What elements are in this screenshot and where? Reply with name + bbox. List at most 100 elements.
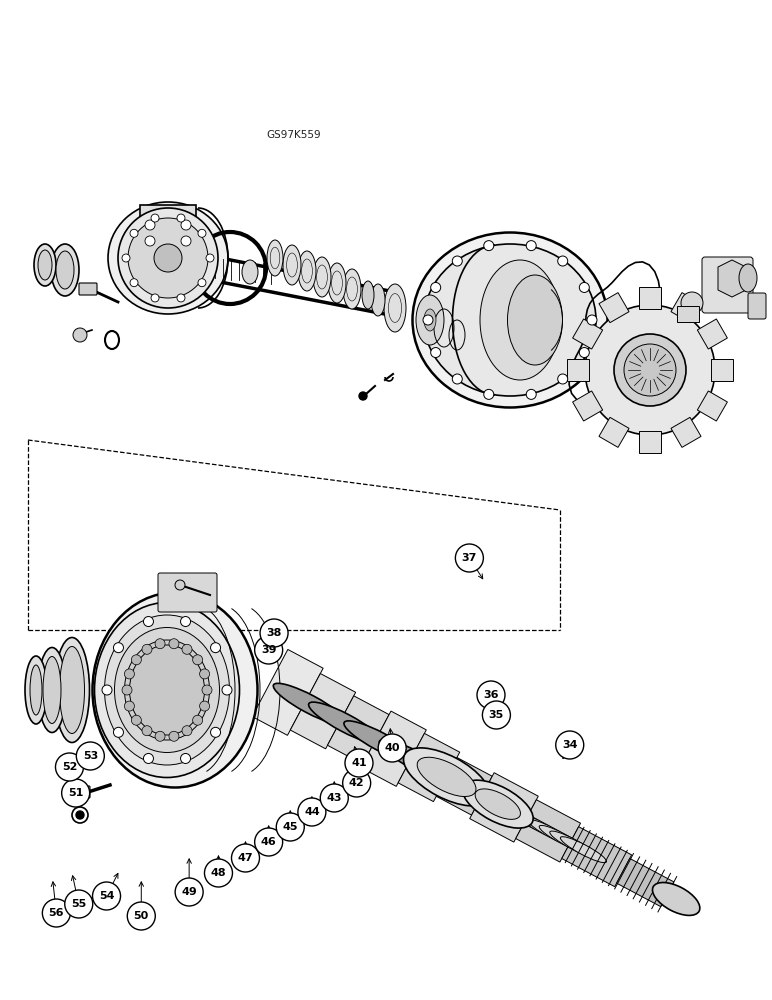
Text: 52: 52 — [62, 762, 77, 772]
Ellipse shape — [128, 218, 208, 298]
Text: 47: 47 — [238, 853, 253, 863]
Ellipse shape — [273, 683, 346, 725]
Ellipse shape — [309, 702, 381, 744]
Ellipse shape — [560, 837, 607, 863]
Circle shape — [527, 389, 537, 399]
Circle shape — [276, 813, 304, 841]
Ellipse shape — [25, 656, 47, 724]
Circle shape — [177, 214, 185, 222]
Circle shape — [452, 256, 462, 266]
Ellipse shape — [652, 883, 700, 915]
Text: GS97K559: GS97K559 — [266, 130, 320, 140]
Circle shape — [181, 236, 191, 246]
Circle shape — [320, 784, 348, 812]
Polygon shape — [140, 205, 196, 238]
Circle shape — [145, 220, 155, 230]
Text: 54: 54 — [99, 891, 114, 901]
Text: 43: 43 — [327, 793, 342, 803]
Ellipse shape — [55, 638, 90, 742]
Ellipse shape — [76, 811, 84, 819]
Circle shape — [182, 726, 192, 736]
Circle shape — [431, 348, 441, 358]
Circle shape — [452, 374, 462, 384]
Polygon shape — [697, 319, 727, 349]
Text: 37: 37 — [462, 553, 477, 563]
Ellipse shape — [507, 809, 554, 834]
Ellipse shape — [739, 264, 757, 292]
Text: 56: 56 — [49, 908, 64, 918]
Circle shape — [345, 749, 373, 777]
Ellipse shape — [344, 721, 417, 763]
Ellipse shape — [38, 648, 66, 732]
Ellipse shape — [462, 780, 533, 828]
Polygon shape — [639, 431, 661, 453]
FancyBboxPatch shape — [158, 573, 217, 612]
Ellipse shape — [242, 260, 258, 284]
Polygon shape — [718, 260, 746, 297]
Circle shape — [142, 726, 152, 736]
Circle shape — [206, 254, 214, 262]
Circle shape — [200, 701, 209, 711]
Circle shape — [232, 844, 259, 872]
Ellipse shape — [412, 232, 608, 408]
Circle shape — [260, 619, 288, 647]
Text: 39: 39 — [261, 645, 276, 655]
Polygon shape — [398, 733, 460, 802]
Polygon shape — [617, 858, 674, 907]
Circle shape — [130, 279, 138, 287]
Circle shape — [155, 731, 165, 741]
Ellipse shape — [43, 656, 61, 724]
Circle shape — [127, 902, 155, 930]
Circle shape — [76, 742, 104, 770]
Polygon shape — [361, 711, 426, 786]
Ellipse shape — [154, 244, 182, 272]
Circle shape — [378, 734, 406, 762]
Circle shape — [155, 639, 165, 649]
Circle shape — [177, 294, 185, 302]
Circle shape — [579, 348, 589, 358]
Circle shape — [169, 731, 179, 741]
Circle shape — [455, 544, 483, 572]
Ellipse shape — [507, 275, 563, 365]
Text: 35: 35 — [489, 710, 504, 720]
Circle shape — [202, 685, 212, 695]
Circle shape — [144, 617, 154, 627]
Ellipse shape — [424, 244, 596, 396]
Ellipse shape — [384, 284, 406, 332]
Polygon shape — [469, 773, 538, 842]
Text: 38: 38 — [266, 628, 282, 638]
Circle shape — [175, 580, 185, 590]
Circle shape — [484, 389, 494, 399]
Circle shape — [42, 899, 70, 927]
Circle shape — [205, 859, 232, 887]
Circle shape — [556, 731, 584, 759]
Circle shape — [151, 214, 159, 222]
Circle shape — [343, 769, 371, 797]
Circle shape — [93, 882, 120, 910]
Circle shape — [298, 798, 326, 826]
Text: 49: 49 — [181, 887, 197, 897]
FancyBboxPatch shape — [702, 257, 753, 313]
Circle shape — [557, 256, 567, 266]
Ellipse shape — [550, 831, 596, 857]
Circle shape — [587, 315, 597, 325]
Circle shape — [130, 229, 138, 237]
Ellipse shape — [283, 245, 301, 285]
Ellipse shape — [328, 263, 346, 303]
Ellipse shape — [475, 789, 520, 819]
Ellipse shape — [417, 757, 476, 797]
Ellipse shape — [480, 260, 560, 380]
Polygon shape — [516, 800, 581, 862]
Circle shape — [477, 681, 505, 709]
Polygon shape — [639, 287, 661, 309]
Circle shape — [181, 753, 191, 763]
Ellipse shape — [130, 645, 205, 735]
Ellipse shape — [371, 284, 385, 316]
Polygon shape — [573, 319, 603, 349]
Ellipse shape — [585, 305, 715, 435]
Circle shape — [131, 715, 141, 725]
Circle shape — [181, 617, 191, 627]
Circle shape — [193, 655, 202, 665]
Ellipse shape — [681, 292, 703, 314]
Circle shape — [131, 655, 141, 665]
